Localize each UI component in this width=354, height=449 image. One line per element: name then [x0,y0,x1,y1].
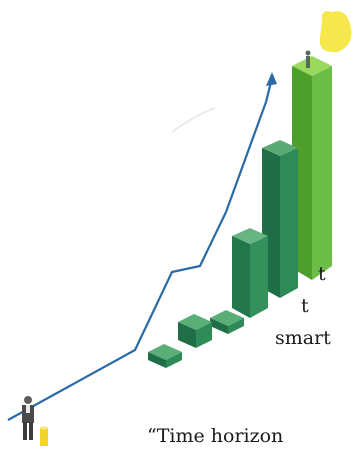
bar-tallest [292,50,332,280]
bar-step-3 [210,310,244,334]
person-icon [22,396,34,440]
body-text-line-2: t [301,295,309,317]
growth-arrow-icon [7,72,277,421]
coin-icon [40,426,48,446]
quote-text-line: “Time horizon [147,425,284,447]
body-text-line-1: t [318,263,326,285]
body-text-line-3: smart [275,327,331,349]
bar-third [232,228,268,318]
sun-icon [319,11,352,53]
bar-step-1 [148,344,182,368]
bar-step-2 [178,314,212,348]
sweep-line [171,107,216,133]
